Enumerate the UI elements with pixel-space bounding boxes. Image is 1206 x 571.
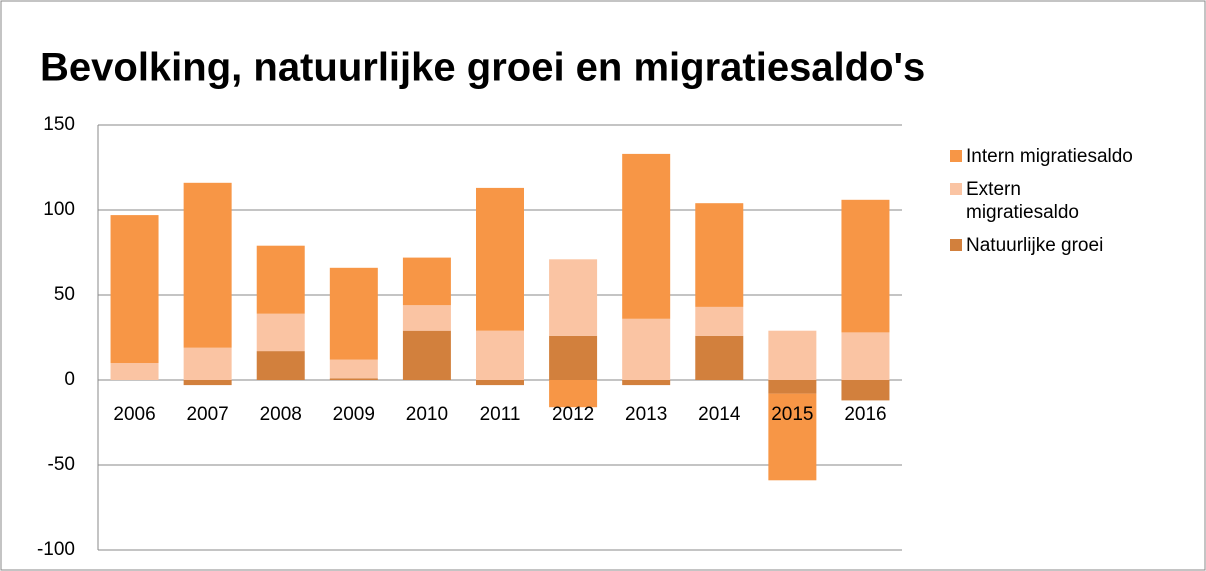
x-tick-label: 2011 [480, 404, 521, 425]
bar-segment [110, 215, 159, 363]
y-tick-label: -50 [48, 454, 75, 475]
legend-item: Intern migratiesaldo [950, 145, 1200, 168]
legend-item: Natuurlijke groei [950, 234, 1200, 257]
legend-label: Extern migratiesaldo [966, 179, 1079, 223]
x-tick-label: 2008 [260, 404, 302, 425]
bar-segment [476, 187, 524, 331]
x-tick-label: 2009 [333, 404, 375, 425]
x-tick-label: 2010 [406, 404, 448, 425]
bar-segment [183, 182, 232, 348]
bar-segment [695, 335, 744, 380]
bar-segment [329, 359, 378, 379]
bar-segment [768, 330, 817, 380]
legend-swatch [950, 183, 962, 195]
bar-segment [622, 318, 671, 380]
y-tick-label: -100 [37, 539, 75, 560]
bar-segment [695, 306, 744, 336]
legend-item: Extern migratiesaldo [950, 178, 1200, 224]
x-tick-label: 2012 [552, 404, 594, 425]
bar-segment [476, 380, 524, 386]
bar-segment [402, 257, 451, 306]
bar-segment [549, 335, 598, 380]
x-tick-label: 2015 [771, 404, 813, 425]
y-tick-label: 150 [43, 114, 75, 135]
bar-segment [183, 380, 232, 386]
legend: Intern migratiesaldo Extern migratiesaldo… [950, 145, 1200, 267]
bar-segment [256, 313, 305, 352]
bar-segment [622, 380, 671, 386]
x-tick-label: 2013 [625, 404, 667, 425]
bar-segment [549, 380, 598, 408]
legend-swatch [950, 150, 962, 162]
bar-segment [841, 380, 890, 401]
bar-segment [476, 330, 524, 380]
bar-segment [402, 330, 451, 380]
legend-label: Intern migratiesaldo [966, 146, 1133, 167]
legend-swatch [950, 239, 962, 251]
bar-segment [841, 199, 890, 333]
bar-segment [768, 393, 817, 481]
bar-segment [549, 259, 598, 336]
bar-segment [256, 351, 305, 380]
bar-segment [329, 267, 378, 360]
bar-segment [622, 153, 671, 319]
x-tick-label: 2007 [186, 404, 228, 425]
y-tick-label: 0 [64, 369, 75, 390]
bar-segment [695, 203, 744, 307]
bar-segment [183, 347, 232, 380]
x-tick-label: 2006 [113, 404, 155, 425]
bar-segment [110, 363, 159, 380]
bar-segment [402, 305, 451, 331]
legend-label: Natuurlijke groei [966, 235, 1104, 256]
x-tick-label: 2014 [698, 404, 741, 425]
bar-segment [841, 332, 890, 380]
y-tick-label: 100 [43, 199, 75, 220]
chart-title: Bevolking, natuurlijke groei en migratie… [40, 46, 925, 90]
x-tick-label: 2016 [844, 404, 886, 425]
y-tick-label: 50 [54, 284, 75, 305]
bar-segment [329, 378, 378, 380]
bar-segment [256, 245, 305, 314]
bar-segment [768, 380, 817, 394]
